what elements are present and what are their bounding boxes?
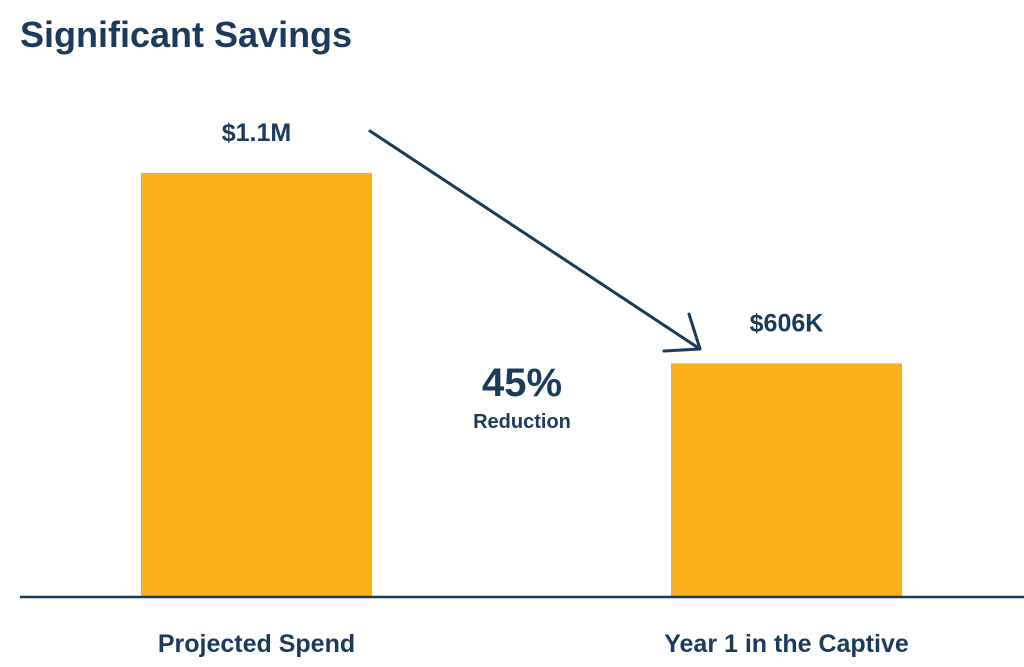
data-label-1: $1.1M <box>222 119 291 147</box>
reduction-label: Reduction <box>473 411 571 433</box>
category-label-1: Projected Spend <box>158 630 355 658</box>
bar-1 <box>141 173 372 597</box>
data-label-2: $606K <box>750 309 824 337</box>
bar-2 <box>671 363 902 597</box>
reduction-arrow-head <box>662 312 702 353</box>
reduction-arrow-shaft <box>368 129 702 351</box>
category-label-2: Year 1 in the Captive <box>664 630 909 658</box>
reduction-percent: 45% <box>482 361 562 405</box>
chart-title: Significant Savings <box>20 14 353 55</box>
